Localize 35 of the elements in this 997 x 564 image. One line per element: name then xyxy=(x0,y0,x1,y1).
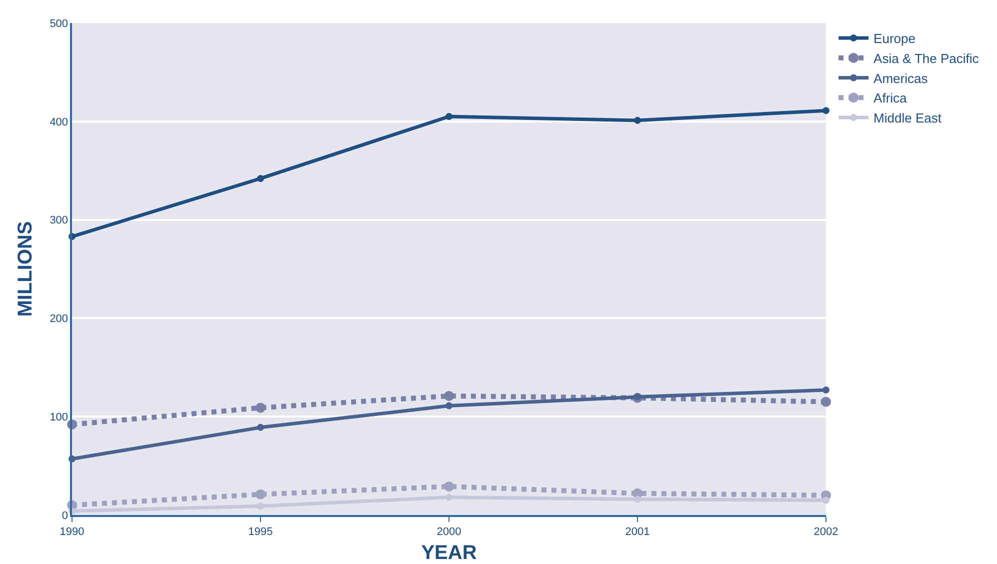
point xyxy=(446,402,452,410)
x-tick-label: 2001 xyxy=(625,526,650,538)
x-tick-label: 1995 xyxy=(248,526,273,538)
point xyxy=(444,481,454,492)
y-tick-label: 200 xyxy=(50,313,68,326)
x-axis-title: YEAR xyxy=(421,542,478,564)
point xyxy=(634,393,641,400)
y-tick-label: 0 xyxy=(62,510,68,522)
point xyxy=(822,496,830,504)
y-axis-title: MILLIONS xyxy=(14,221,37,317)
y-tick-label: 400 xyxy=(50,116,68,128)
legend-label: Europe xyxy=(874,31,916,46)
point xyxy=(634,116,641,124)
y-tick-label: 500 xyxy=(50,18,68,30)
point xyxy=(256,489,266,500)
point xyxy=(444,390,454,401)
legend-label: Asia & The Pacific xyxy=(874,50,980,66)
point xyxy=(821,396,831,407)
point xyxy=(634,496,641,503)
point xyxy=(822,107,830,114)
point xyxy=(257,424,264,431)
legend-label: Africa xyxy=(874,90,908,106)
y-tick-label: 100 xyxy=(50,411,68,424)
x-tick-label: 2002 xyxy=(814,526,838,538)
x-tick-label: 1990 xyxy=(60,526,84,538)
point xyxy=(446,112,452,120)
point xyxy=(822,386,830,394)
x-tick-label: 2000 xyxy=(436,526,462,538)
y-tick-label: 300 xyxy=(50,214,68,227)
point xyxy=(256,402,266,413)
point xyxy=(257,502,264,510)
point xyxy=(257,174,264,182)
legend-label: Americas xyxy=(874,70,928,86)
point xyxy=(446,494,452,501)
legend-label: Middle East xyxy=(874,110,942,126)
